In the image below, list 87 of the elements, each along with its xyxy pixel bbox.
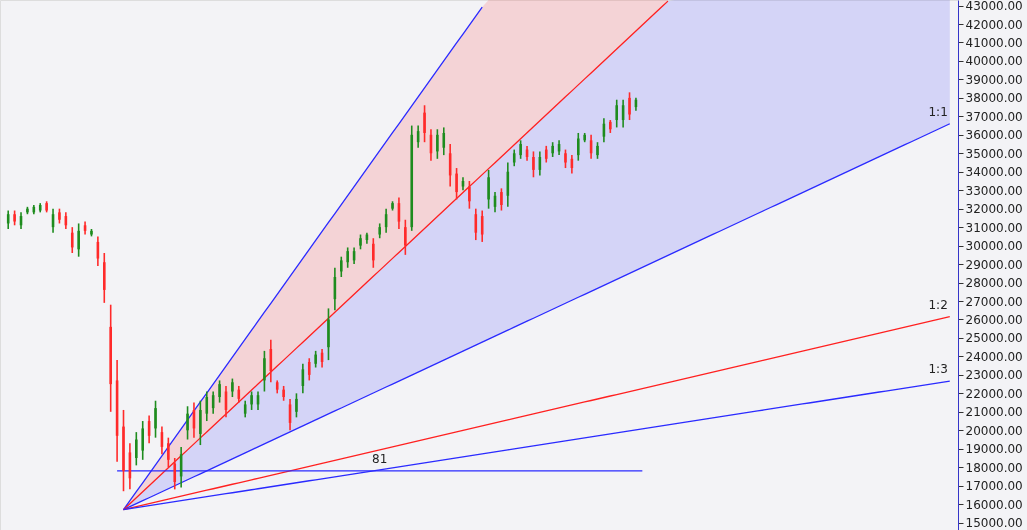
candlestick <box>250 390 253 411</box>
candlestick <box>77 222 80 258</box>
annotation: 81 <box>372 451 388 466</box>
candlestick <box>122 409 125 493</box>
candlestick <box>423 104 426 143</box>
y-tick-label: 42000.00 <box>965 17 1023 32</box>
candlestick <box>615 98 619 129</box>
y-tick-label: 32000.00 <box>965 202 1023 217</box>
y-tick-label: 27000.00 <box>965 294 1023 309</box>
candlestick <box>295 392 298 419</box>
candlestick <box>564 148 567 169</box>
candlestick <box>263 350 266 393</box>
candlestick <box>468 180 471 210</box>
candlestick <box>628 91 631 121</box>
candlestick <box>442 126 446 156</box>
candlestick <box>6 209 10 230</box>
candlestick <box>231 377 234 398</box>
y-tick-label: 25000.00 <box>965 331 1023 346</box>
candlestick <box>532 150 535 179</box>
y-tick-label: 16000.00 <box>965 497 1023 512</box>
candlestick <box>13 209 16 227</box>
y-tick-label: 15000.00 <box>965 516 1023 530</box>
y-tick-label: 24000.00 <box>965 349 1023 364</box>
candlestick <box>70 226 74 254</box>
candlestick <box>500 187 503 212</box>
candlestick <box>109 303 112 413</box>
candlestick <box>282 385 285 402</box>
candlestick <box>372 237 375 269</box>
annotation: 1:1 <box>928 104 948 119</box>
candlestick <box>404 218 407 256</box>
candlestick <box>551 141 554 158</box>
candlestick <box>186 405 189 441</box>
candlestick <box>474 207 478 241</box>
y-tick-label: 38000.00 <box>965 91 1023 106</box>
candlestick <box>26 206 29 216</box>
y-tick-label: 19000.00 <box>965 442 1023 457</box>
candlestick <box>480 209 484 243</box>
candlestick <box>307 357 311 382</box>
y-tick-label: 31000.00 <box>965 220 1023 235</box>
candlestick <box>487 169 490 210</box>
candlestick <box>218 379 221 404</box>
y-tick-label: 39000.00 <box>965 72 1023 87</box>
candlestick <box>327 307 330 361</box>
annotation: 1:2 <box>928 297 948 312</box>
y-tick-label: 21000.00 <box>965 405 1023 420</box>
candlestick <box>90 228 93 238</box>
y-tick-label: 28000.00 <box>965 276 1023 291</box>
y-tick-label: 37000.00 <box>965 109 1023 124</box>
y-tick-label: 41000.00 <box>965 35 1023 50</box>
candlestick <box>378 222 382 240</box>
y-tick-label: 26000.00 <box>965 312 1023 327</box>
candlestick <box>141 420 145 461</box>
y-tick-label: 34000.00 <box>965 165 1023 180</box>
candlestick <box>576 132 580 162</box>
candlestick <box>391 200 394 212</box>
candlestick <box>205 390 209 422</box>
candlestick <box>314 350 317 369</box>
candlestick <box>135 431 138 467</box>
candlestick <box>596 141 599 160</box>
candlestick <box>199 399 202 446</box>
candlestick <box>346 246 349 269</box>
y-tick-label: 20000.00 <box>965 423 1023 438</box>
candlestick <box>609 119 612 134</box>
candlestick <box>45 200 48 214</box>
candlestick <box>519 139 522 160</box>
y-tick-label: 43000.00 <box>965 0 1023 14</box>
candlestick <box>167 436 170 469</box>
y-tick-label: 30000.00 <box>965 239 1023 254</box>
candlestick <box>339 255 343 278</box>
y-tick-label: 29000.00 <box>965 257 1023 272</box>
candlestick <box>359 233 362 251</box>
y-tick-label: 23000.00 <box>965 368 1023 383</box>
annotation: 1:3 <box>928 362 948 377</box>
y-tick-label: 35000.00 <box>965 146 1023 161</box>
y-tick-label: 18000.00 <box>965 460 1023 475</box>
candlestick <box>455 167 458 201</box>
y-tick-label: 36000.00 <box>965 128 1023 143</box>
y-tick-label: 33000.00 <box>965 183 1023 198</box>
y-tick-label: 40000.00 <box>965 54 1023 69</box>
candlestick <box>154 399 157 439</box>
candlestick <box>102 252 106 304</box>
y-tick-label: 22000.00 <box>965 386 1023 401</box>
y-tick-label: 17000.00 <box>965 479 1023 494</box>
candlestick <box>173 457 177 491</box>
candlestick <box>58 207 61 225</box>
candlestick <box>583 132 586 143</box>
candlestick <box>436 128 439 160</box>
